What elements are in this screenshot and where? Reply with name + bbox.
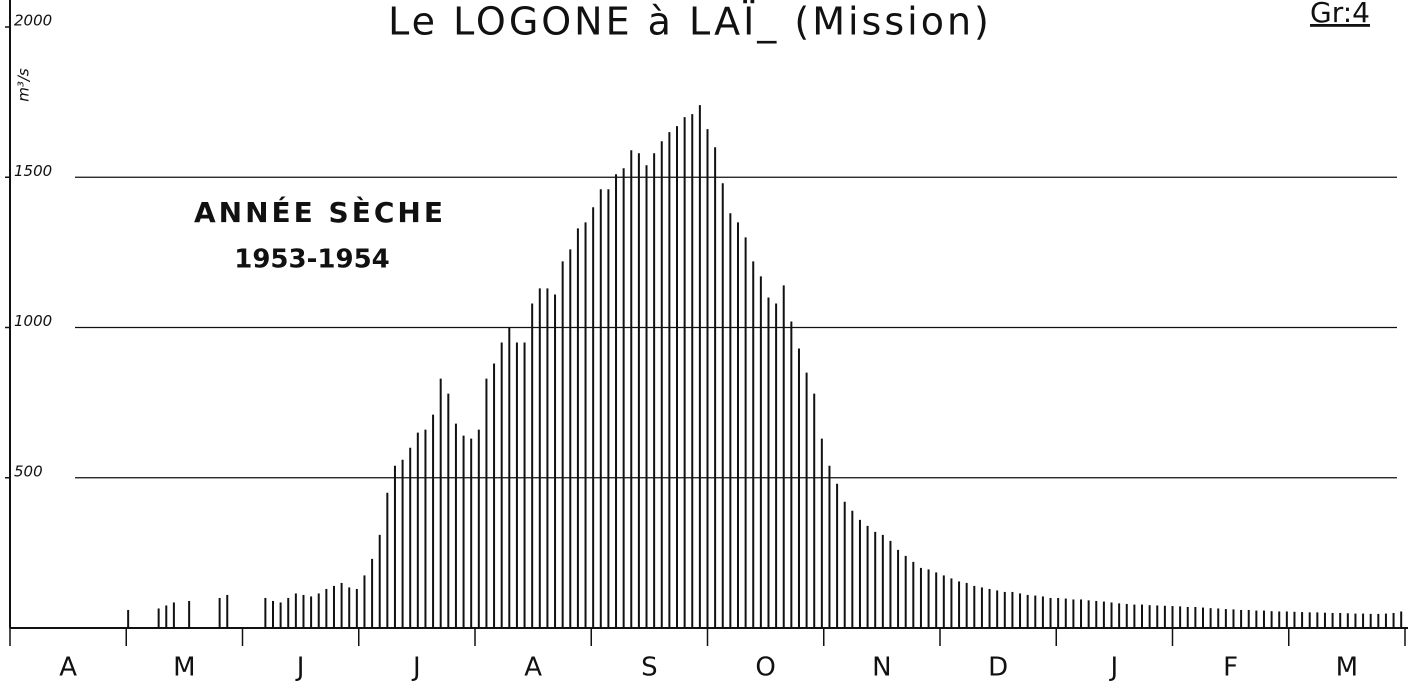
y-tick-label: 2000 xyxy=(14,12,52,30)
x-tick-label: O xyxy=(755,653,775,683)
annotation: ANNÉE SÈCHE xyxy=(194,195,446,229)
x-tick-label: S xyxy=(641,653,658,683)
x-tick-label: J xyxy=(295,653,305,683)
y-axis-label: m³/s xyxy=(15,68,33,102)
x-tick-label: M xyxy=(1336,653,1358,683)
annotation: 1953-1954 xyxy=(234,245,390,275)
x-tick-label: J xyxy=(1109,653,1119,683)
x-tick-label: A xyxy=(59,653,77,683)
y-tick-label: 1000 xyxy=(14,312,52,330)
x-tick-label: N xyxy=(872,653,891,683)
x-tick-label: J xyxy=(411,653,421,683)
figure-label: Gr:4 xyxy=(1310,0,1370,29)
x-tick-label: A xyxy=(524,653,542,683)
x-tick-label: M xyxy=(173,653,195,683)
y-tick-label: 500 xyxy=(14,462,43,480)
y-tick-label: 1500 xyxy=(14,162,52,180)
x-tick-label: D xyxy=(988,653,1008,683)
x-tick-label: F xyxy=(1223,653,1238,683)
chart-title: Le LOGONE à LAÏ_ (Mission) xyxy=(388,0,992,44)
